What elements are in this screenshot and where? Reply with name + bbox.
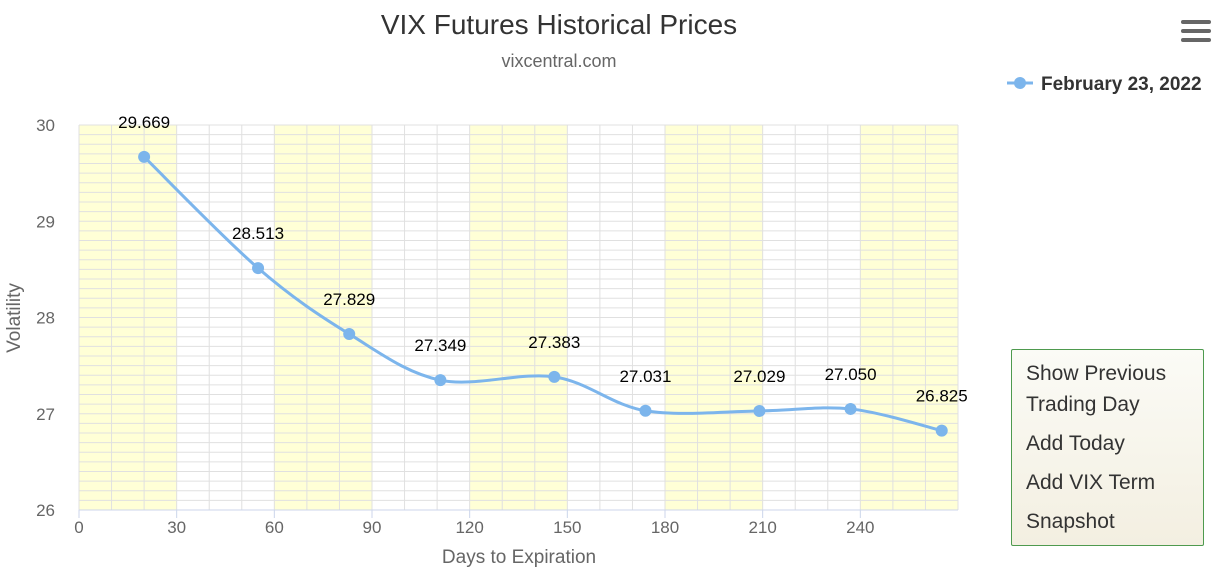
data-point xyxy=(548,370,561,383)
chart-subtitle: vixcentral.com xyxy=(501,51,616,71)
data-label: 28.513 xyxy=(232,224,284,243)
x-tick-label: 90 xyxy=(363,518,382,537)
x-tick-label: 0 xyxy=(74,518,83,537)
snapshot-button[interactable]: Snapshot xyxy=(1026,510,1115,533)
x-tick-label: 150 xyxy=(553,518,581,537)
x-tick-label: 60 xyxy=(265,518,284,537)
legend-marker xyxy=(1014,77,1026,89)
data-label: 27.029 xyxy=(733,367,785,386)
data-label: 26.825 xyxy=(916,387,968,406)
data-point xyxy=(138,150,151,163)
y-tick-label: 29 xyxy=(36,212,55,231)
data-point xyxy=(252,262,265,275)
data-point xyxy=(844,402,857,415)
data-point xyxy=(935,424,948,437)
data-label: 27.031 xyxy=(619,367,671,386)
show-previous-trading-day-button[interactable]: Show Previous Trading Day xyxy=(1026,362,1167,416)
hamburger-menu-icon[interactable] xyxy=(1181,20,1211,46)
data-label: 27.050 xyxy=(825,365,877,384)
data-label: 27.829 xyxy=(323,290,375,309)
data-point xyxy=(639,404,652,417)
series-line xyxy=(143,155,943,433)
series-group: 29.669 28.513 27.829 27.349 27.383 27.031 27.0… xyxy=(118,113,968,437)
data-label: 27.383 xyxy=(528,333,580,352)
data-point xyxy=(343,327,356,340)
x-tick-label: 210 xyxy=(748,518,776,537)
legend-item-label[interactable]: February 23, 2022 xyxy=(1041,74,1202,95)
data-point xyxy=(434,374,447,387)
side-menu: Show Previous Trading Day Add Today Add … xyxy=(1011,349,1204,546)
add-today-button[interactable]: Add Today xyxy=(1026,432,1125,455)
y-tick-label: 27 xyxy=(36,405,55,424)
data-label: 27.349 xyxy=(414,336,466,355)
x-tick-label: 180 xyxy=(651,518,679,537)
chart-title: VIX Futures Historical Prices xyxy=(381,9,737,40)
x-axis-title: Days to Expiration xyxy=(442,547,596,568)
x-tick-label: 240 xyxy=(846,518,874,537)
data-label: 29.669 xyxy=(118,113,170,132)
x-tick-label: 120 xyxy=(455,518,483,537)
add-vix-term-button[interactable]: Add VIX Term xyxy=(1026,471,1156,494)
legend[interactable]: February 23, 2022 xyxy=(1007,74,1202,95)
grid-lines xyxy=(78,124,959,511)
x-tick-label: 30 xyxy=(167,518,186,537)
y-tick-label: 26 xyxy=(36,501,55,520)
axes: 0 30 60 90 120 150 180 210 240 26 27 28 29 30 xyxy=(36,116,958,537)
y-tick-label: 30 xyxy=(36,116,55,135)
data-point xyxy=(753,404,766,417)
y-tick-label: 28 xyxy=(36,309,55,328)
y-axis-title: Volatility xyxy=(4,283,25,353)
